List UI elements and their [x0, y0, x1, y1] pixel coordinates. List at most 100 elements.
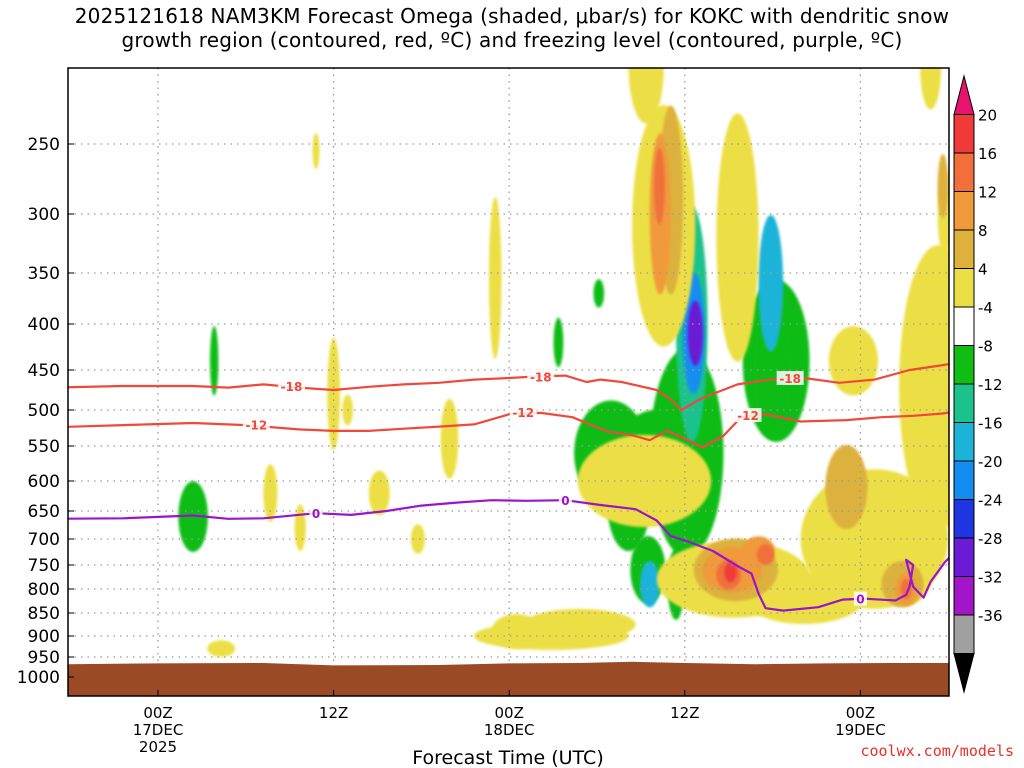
contour-label: -18	[281, 380, 303, 394]
contour-label: 0	[561, 494, 569, 508]
colorbar-label: 8	[978, 222, 988, 240]
colorbar-label: 4	[978, 261, 988, 279]
omega-cell	[312, 133, 320, 169]
colorbar-swatch	[953, 191, 975, 231]
colorbar-swatch	[953, 345, 975, 385]
omega-cell	[654, 147, 665, 225]
credit-text: coolwx.com/models	[860, 742, 1014, 760]
y-tick-label: 750	[28, 556, 60, 576]
omega-cell	[756, 544, 775, 566]
y-tick-label: 950	[28, 648, 60, 668]
colorbar-swatch	[953, 383, 975, 423]
colorbar-label: -20	[978, 453, 1003, 471]
omega-cell	[724, 562, 737, 583]
contour-label: -18	[779, 372, 801, 386]
omega-cell	[920, 68, 942, 110]
omega-cell	[263, 464, 278, 522]
colorbar: 20 16 12 8 4 -4 -8 -12 -16 -20 -24 -28 -32 -36	[953, 74, 1003, 694]
ground-surface	[68, 661, 949, 696]
omega-cell	[593, 279, 605, 308]
omega-cell	[828, 326, 879, 396]
y-tick-label: 400	[28, 315, 60, 335]
x-tick-label: 17DEC	[133, 721, 184, 739]
x-axis-label: Forecast Time (UTC)	[412, 747, 603, 768]
colorbar-swatch	[953, 499, 975, 539]
omega-cell	[488, 197, 502, 360]
contour-label-bg	[309, 506, 323, 521]
colorbar-label: -4	[978, 299, 993, 317]
contour-label: -12	[512, 406, 534, 420]
minus-12-isotherm	[68, 411, 949, 449]
colorbar-swatch	[953, 268, 975, 308]
omega-cell	[687, 300, 703, 366]
omega-cell	[744, 573, 864, 624]
colorbar-bottom-arrow	[953, 653, 975, 694]
y-tick-label: 300	[28, 205, 60, 225]
omega-cell	[899, 245, 949, 527]
colorbar-label: -24	[978, 492, 1003, 510]
colorbar-swatch	[953, 306, 975, 346]
colorbar-label: -28	[978, 530, 1003, 548]
omega-cell	[934, 445, 949, 529]
colorbar-swatch	[953, 460, 975, 500]
colorbar-swatch	[953, 422, 975, 462]
colorbar-swatch	[953, 576, 975, 616]
x-tick-label: 00Z	[846, 704, 875, 722]
x-tick-label: 18DEC	[484, 721, 535, 739]
y-tick-label: 850	[28, 604, 60, 624]
axes: 250 300 350 400 450 500 550 600 650 700 750 800 850 9…	[17, 135, 886, 756]
contour-label: 0	[312, 507, 320, 521]
contour-label: 0	[856, 593, 864, 607]
omega-shading	[178, 0, 974, 657]
contour-label-bg	[734, 408, 762, 423]
colorbar-label: -16	[978, 415, 1003, 433]
minus-18-isotherm	[68, 363, 949, 412]
contour-label: -12	[245, 418, 267, 432]
colorbar-label: 12	[978, 184, 997, 202]
colorbar-label: 16	[978, 145, 997, 163]
colorbar-label: -32	[978, 569, 1003, 587]
contour-label-bg	[242, 417, 270, 432]
omega-cell	[410, 524, 425, 554]
x-tick-label: 2025	[139, 738, 177, 756]
omega-cell	[577, 434, 712, 528]
y-tick-label: 350	[28, 264, 60, 284]
chart-title-line-1: 2025121618 NAM3KM Forecast Omega (shaded…	[74, 4, 950, 28]
contour-label-bg	[776, 371, 804, 385]
y-tick-label: 900	[28, 627, 60, 647]
omega-cell	[937, 154, 949, 218]
omega-cell	[210, 326, 219, 396]
omega-cell	[207, 640, 236, 657]
y-tick-label: 600	[28, 472, 60, 492]
y-tick-label: 450	[28, 361, 60, 381]
omega-cell	[474, 622, 629, 650]
omega-cell	[628, 68, 664, 124]
colorbar-swatch	[953, 614, 975, 654]
omega-cell	[368, 470, 390, 516]
x-tick-label: 00Z	[143, 704, 172, 722]
contour-label-bg	[277, 379, 305, 393]
colorbar-top-arrow	[953, 74, 975, 115]
omega-cell	[962, 0, 974, 22]
y-tick-label: 250	[28, 135, 60, 155]
omega-cell	[440, 398, 459, 479]
y-tick-label: 800	[28, 580, 60, 600]
contour-label: -12	[737, 409, 759, 423]
ground-terrain	[68, 661, 949, 696]
omega-cell	[900, 579, 912, 599]
colorbar-label: -36	[978, 607, 1003, 625]
colorbar-swatch	[953, 229, 975, 269]
colorbar-swatch	[953, 114, 975, 154]
colorbar-label: -12	[978, 376, 1003, 394]
omega-cell	[639, 561, 660, 608]
contour-label-bg	[509, 405, 537, 420]
y-tick-label: 700	[28, 530, 60, 550]
plot-frame	[67, 67, 950, 697]
y-tick-label: 550	[28, 437, 60, 457]
colorbar-swatch	[953, 152, 975, 192]
y-tick-label: 1000	[17, 668, 60, 688]
x-tick-label: 12Z	[319, 704, 348, 722]
x-tick-label: 19DEC	[835, 721, 886, 739]
y-tick-label: 500	[28, 401, 60, 421]
